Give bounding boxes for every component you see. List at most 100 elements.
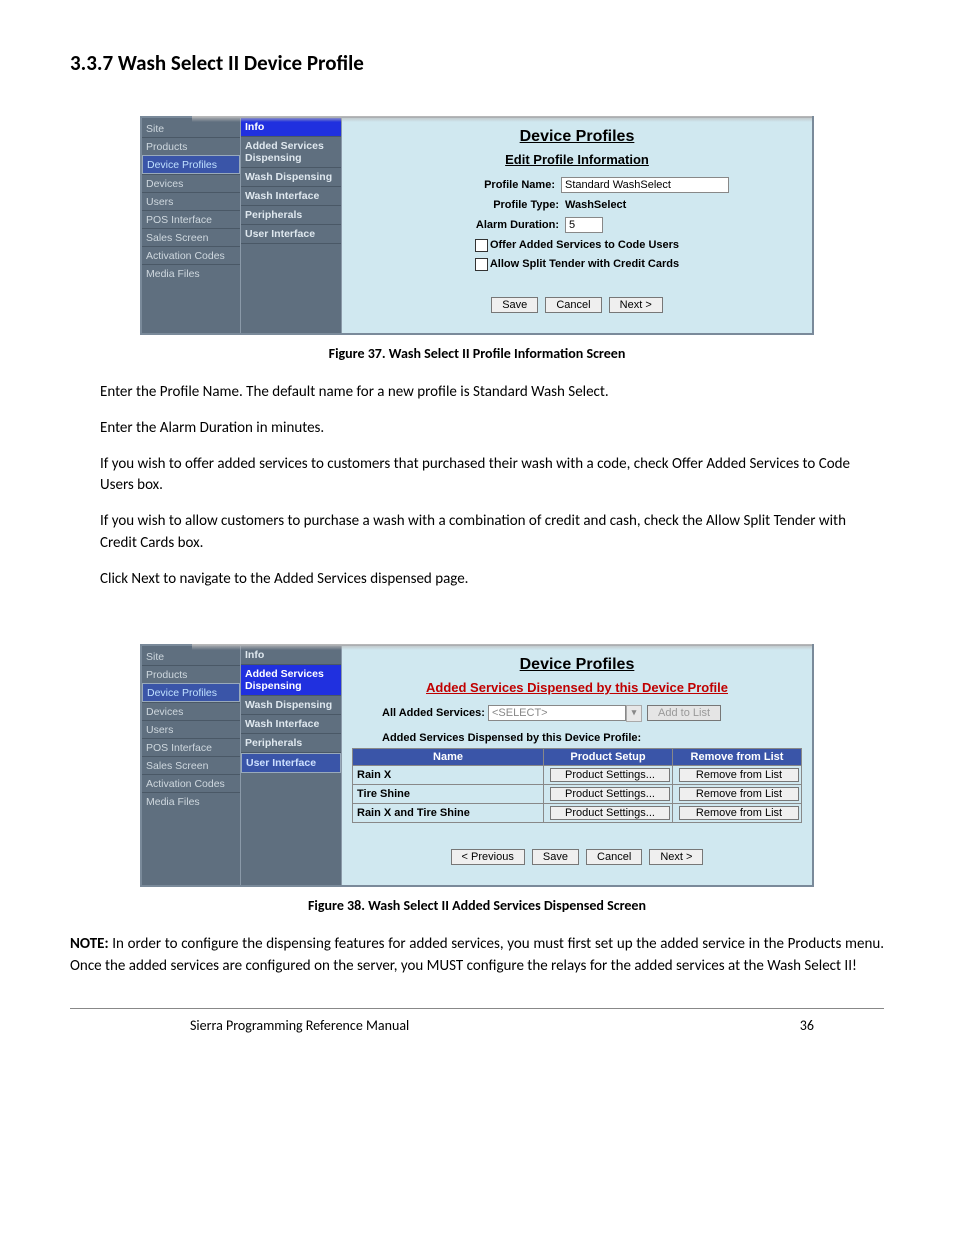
save-button[interactable]: Save <box>491 297 538 313</box>
nav-item-pos-interface[interactable]: POS Interface <box>142 210 240 228</box>
save-button[interactable]: Save <box>532 849 579 865</box>
next-button[interactable]: Next > <box>609 297 663 313</box>
left-nav: SiteProductsDevice ProfilesDevicesUsersP… <box>142 118 240 333</box>
label-dispensed: Added Services Dispensed by this Device … <box>382 732 802 744</box>
panel-subtitle: Edit Profile Information <box>352 152 802 167</box>
button-row: Save Cancel Next > <box>352 297 802 313</box>
note-bold: NOTE: <box>70 935 109 953</box>
nav-item-device-profiles[interactable]: Device Profiles <box>142 155 240 174</box>
add-to-list-button[interactable]: Add to List <box>647 705 721 721</box>
cell-name: Rain X and Tire Shine <box>353 804 544 823</box>
nav-item-products[interactable]: Products <box>142 137 240 155</box>
row-offer-added: Offer Added Services to Code Users <box>352 239 802 252</box>
label-profile-type: Profile Type: <box>429 199 559 211</box>
nav-item-pos-interface[interactable]: POS Interface <box>142 738 240 756</box>
select-all-added[interactable] <box>488 705 626 721</box>
note-paragraph: NOTE: In order to configure the dispensi… <box>70 934 884 978</box>
th-setup: Product Setup <box>544 749 673 766</box>
tab-peripherals[interactable]: Peripherals <box>241 734 341 753</box>
caption-fig37: Figure 37. Wash Select II Profile Inform… <box>70 345 884 362</box>
nav-item-users[interactable]: Users <box>142 720 240 738</box>
para-2: Enter the Alarm Duration in minutes. <box>70 418 884 440</box>
panel-title: Device Profiles <box>352 128 802 146</box>
tab-wash-interface[interactable]: Wash Interface <box>241 187 341 206</box>
para-5: Click Next to navigate to the Added Serv… <box>70 569 884 591</box>
row-profile-name: Profile Name: <box>352 177 802 193</box>
nav-item-activation-codes[interactable]: Activation Codes <box>142 246 240 264</box>
tab-added-services-dispensing[interactable]: Added Services Dispensing <box>241 665 341 696</box>
screenshot-fig37: SiteProductsDevice ProfilesDevicesUsersP… <box>140 116 814 335</box>
nav-item-sales-screen[interactable]: Sales Screen <box>142 228 240 246</box>
cancel-button[interactable]: Cancel <box>545 297 601 313</box>
label-alarm-duration: Alarm Duration: <box>429 219 559 231</box>
input-profile-name[interactable] <box>561 177 729 193</box>
nav-item-device-profiles[interactable]: Device Profiles <box>142 683 240 702</box>
label-allow-split: Allow Split Tender with Credit Cards <box>490 258 679 270</box>
nav-item-devices[interactable]: Devices <box>142 174 240 192</box>
tab-peripherals[interactable]: Peripherals <box>241 206 341 225</box>
caption-fig38: Figure 38. Wash Select II Added Services… <box>70 897 884 914</box>
note-text: In order to configure the dispensing fea… <box>70 935 884 975</box>
left-nav: SiteProductsDevice ProfilesDevicesUsersP… <box>142 646 240 885</box>
services-table: Name Product Setup Remove from List Rain… <box>352 748 802 823</box>
dropdown-icon[interactable]: ▾ <box>626 705 642 722</box>
section-heading: 3.3.7 Wash Select II Device Profile <box>70 50 884 76</box>
tab-user-interface[interactable]: User Interface <box>241 753 341 773</box>
nav-item-sales-screen[interactable]: Sales Screen <box>142 756 240 774</box>
product-settings-button[interactable]: Product Settings... <box>550 806 670 820</box>
main-panel: Device Profiles Edit Profile Information… <box>341 118 812 333</box>
label-all-added: All Added Services: <box>382 707 485 719</box>
nav-item-media-files[interactable]: Media Files <box>142 264 240 282</box>
table-row: Tire Shine Product Settings... Remove from… <box>353 785 802 804</box>
product-settings-button[interactable]: Product Settings... <box>550 787 670 801</box>
screenshot-fig38: SiteProductsDevice ProfilesDevicesUsersP… <box>140 644 814 887</box>
label-offer-added: Offer Added Services to Code Users <box>490 239 679 251</box>
nav-item-users[interactable]: Users <box>142 192 240 210</box>
para-1: Enter the Profile Name. The default name… <box>70 382 884 404</box>
sub-nav: InfoAdded Services DispensingWash Dispen… <box>240 118 341 333</box>
table-row: Rain X and Tire Shine Product Settings...… <box>353 804 802 823</box>
remove-from-list-button[interactable]: Remove from List <box>679 806 799 820</box>
para-3: If you wish to offer added services to c… <box>70 454 884 498</box>
button-row: < Previous Save Cancel Next > <box>352 849 802 865</box>
value-profile-type: WashSelect <box>565 199 725 211</box>
nav-item-site[interactable]: Site <box>142 648 240 665</box>
footer-title: Sierra Programming Reference Manual <box>190 1017 409 1034</box>
nav-item-media-files[interactable]: Media Files <box>142 792 240 810</box>
panel-subtitle: Added Services Dispensed by this Device … <box>352 680 802 695</box>
checkbox-offer-added[interactable] <box>475 239 488 252</box>
th-remove: Remove from List <box>673 749 802 766</box>
checkbox-allow-split[interactable] <box>475 258 488 271</box>
sub-nav: InfoAdded Services DispensingWash Dispen… <box>240 646 341 885</box>
cell-name: Tire Shine <box>353 785 544 804</box>
nav-item-devices[interactable]: Devices <box>142 702 240 720</box>
remove-from-list-button[interactable]: Remove from List <box>679 768 799 782</box>
nav-item-site[interactable]: Site <box>142 120 240 137</box>
next-button[interactable]: Next > <box>649 849 703 865</box>
main-panel: Device Profiles Added Services Dispensed… <box>341 646 812 885</box>
row-all-added: All Added Services: ▾ Add to List <box>382 705 802 722</box>
th-name: Name <box>353 749 544 766</box>
cell-name: Rain X <box>353 766 544 785</box>
tab-wash-dispensing[interactable]: Wash Dispensing <box>241 168 341 187</box>
footer: Sierra Programming Reference Manual 36 <box>70 1008 884 1034</box>
table-row: Rain X Product Settings... Remove from Lis… <box>353 766 802 785</box>
previous-button[interactable]: < Previous <box>451 849 525 865</box>
cancel-button[interactable]: Cancel <box>586 849 642 865</box>
input-alarm-duration[interactable] <box>565 217 603 233</box>
nav-item-products[interactable]: Products <box>142 665 240 683</box>
row-alarm-duration: Alarm Duration: <box>352 217 802 233</box>
row-allow-split: Allow Split Tender with Credit Cards <box>352 258 802 271</box>
tab-added-services-dispensing[interactable]: Added Services Dispensing <box>241 137 341 168</box>
row-profile-type: Profile Type: WashSelect <box>352 199 802 211</box>
tab-wash-dispensing[interactable]: Wash Dispensing <box>241 696 341 715</box>
para-4: If you wish to allow customers to purcha… <box>70 511 884 555</box>
tab-wash-interface[interactable]: Wash Interface <box>241 715 341 734</box>
tab-user-interface[interactable]: User Interface <box>241 225 341 244</box>
remove-from-list-button[interactable]: Remove from List <box>679 787 799 801</box>
nav-item-activation-codes[interactable]: Activation Codes <box>142 774 240 792</box>
panel-title: Device Profiles <box>352 656 802 674</box>
label-profile-name: Profile Name: <box>425 179 555 191</box>
page-number: 36 <box>800 1017 814 1034</box>
product-settings-button[interactable]: Product Settings... <box>550 768 670 782</box>
